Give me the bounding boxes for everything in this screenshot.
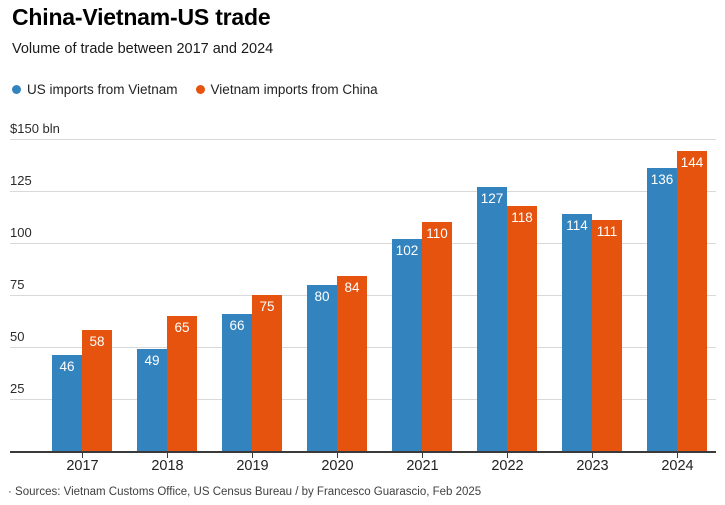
bar-us-imports-2017: 46: [52, 355, 82, 451]
chart-legend: US imports from Vietnam Vietnam imports …: [12, 82, 378, 97]
bar-value-label: 102: [395, 243, 419, 258]
bar-vn-imports-2019: 75: [252, 295, 282, 451]
x-tick-2023: [592, 453, 593, 458]
x-axis-label-2020: 2020: [321, 458, 354, 474]
bar-value-label: 65: [174, 320, 190, 335]
bar-vn-imports-2020: 84: [337, 276, 367, 451]
bar-value-label: 118: [511, 210, 533, 225]
x-axis-label-2018: 2018: [151, 458, 184, 474]
bar-value-label: 46: [59, 359, 75, 374]
legend-label: US imports from Vietnam: [27, 82, 178, 97]
y-axis-label-75: 75: [10, 277, 25, 292]
bar-value-label: 111: [596, 224, 618, 239]
x-tick-2021: [422, 453, 423, 458]
bar-value-label: 75: [259, 299, 275, 314]
x-tick-2020: [337, 453, 338, 458]
bar-us-imports-2022: 127: [477, 187, 507, 451]
bar-us-imports-2019: 66: [222, 314, 252, 451]
y-gridline-100: [10, 243, 716, 244]
bar-us-imports-2020: 80: [307, 285, 337, 451]
x-axis-label-2024: 2024: [661, 458, 694, 474]
x-axis-label-2017: 2017: [66, 458, 99, 474]
bar-value-label: 136: [650, 172, 674, 187]
bar-value-label: 80: [314, 289, 330, 304]
bar-value-label: 49: [144, 353, 160, 368]
x-tick-2024: [677, 453, 678, 458]
y-axis-label-25: 25: [10, 381, 25, 396]
x-tick-2018: [167, 453, 168, 458]
y-axis-label-150: $150 bln: [10, 121, 60, 136]
bar-vn-imports-2017: 58: [82, 330, 112, 451]
bar-vn-imports-2021: 110: [422, 222, 452, 451]
bar-vn-imports-2023: 111: [592, 220, 622, 451]
bar-us-imports-2018: 49: [137, 349, 167, 451]
bar-value-label: 66: [229, 318, 245, 333]
legend-item-vietnam-imports: Vietnam imports from China: [195, 82, 378, 97]
bar-value-label: 58: [89, 334, 105, 349]
bar-value-label: 144: [680, 155, 704, 170]
bar-us-imports-2024: 136: [647, 168, 677, 451]
x-tick-2019: [252, 453, 253, 458]
legend-item-us-imports: US imports from Vietnam: [12, 82, 178, 97]
y-axis-label-50: 50: [10, 329, 25, 344]
bar-us-imports-2023: 114: [562, 214, 592, 451]
x-axis-label-2021: 2021: [406, 458, 439, 474]
legend-dot-blue-icon: [12, 85, 21, 94]
bar-value-label: 110: [426, 226, 448, 241]
legend-dot-orange-icon: [195, 85, 205, 94]
x-axis-label-2023: 2023: [576, 458, 609, 474]
y-axis-label-100: 100: [10, 225, 32, 240]
x-axis-label-2019: 2019: [236, 458, 269, 474]
bar-vn-imports-2024: 144: [677, 151, 707, 451]
bar-vn-imports-2018: 65: [167, 316, 197, 451]
x-tick-2017: [82, 453, 83, 458]
bar-vn-imports-2022: 118: [507, 206, 537, 451]
bar-value-label: 84: [344, 280, 360, 295]
bar-us-imports-2021: 102: [392, 239, 422, 451]
x-tick-2022: [507, 453, 508, 458]
chart-title: China-Vietnam-US trade: [12, 4, 271, 30]
x-axis-label-2022: 2022: [491, 458, 524, 474]
bar-value-label: 114: [566, 218, 588, 233]
source-attribution: · Sources: Vietnam Customs Office, US Ce…: [8, 486, 482, 498]
bar-value-label: 127: [480, 191, 504, 206]
x-axis-baseline: [10, 451, 716, 453]
chart-subtitle: Volume of trade between 2017 and 2024: [12, 41, 274, 57]
legend-label: Vietnam imports from China: [210, 82, 378, 97]
y-axis-label-125: 125: [10, 173, 32, 188]
y-gridline-150: [10, 139, 716, 140]
y-gridline-125: [10, 191, 716, 192]
